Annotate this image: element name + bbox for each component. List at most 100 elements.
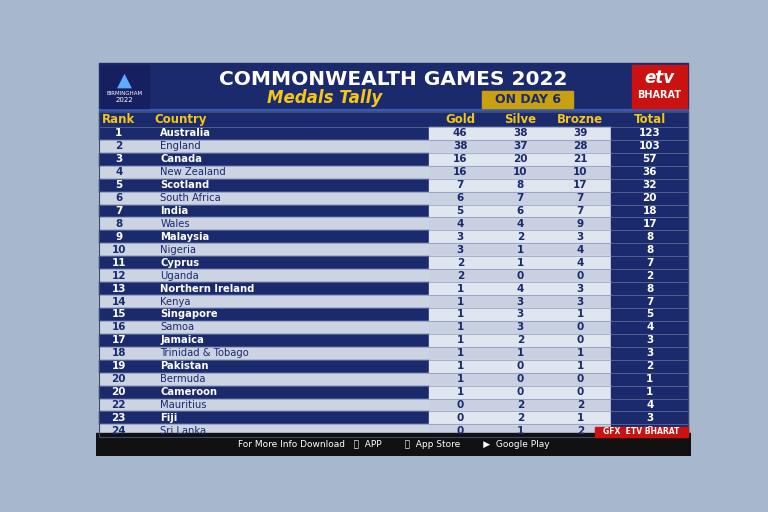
Text: 3: 3 bbox=[646, 348, 654, 358]
Text: Uganda: Uganda bbox=[161, 271, 199, 281]
Bar bbox=[99, 109, 688, 112]
Text: 0: 0 bbox=[577, 387, 584, 397]
Text: 15: 15 bbox=[111, 309, 126, 319]
Bar bbox=[99, 127, 429, 140]
Bar bbox=[429, 282, 611, 295]
Bar bbox=[99, 204, 429, 218]
Text: 3: 3 bbox=[457, 232, 464, 242]
Text: 10: 10 bbox=[573, 167, 588, 177]
Text: 4: 4 bbox=[517, 219, 524, 229]
Text: 24: 24 bbox=[111, 426, 126, 436]
Bar bbox=[429, 230, 611, 243]
Text: 19: 19 bbox=[111, 361, 126, 371]
Bar bbox=[429, 127, 611, 140]
Bar bbox=[429, 191, 611, 204]
Text: 16: 16 bbox=[111, 323, 126, 332]
Text: Gold: Gold bbox=[445, 113, 475, 126]
Bar bbox=[429, 308, 611, 321]
Text: etv: etv bbox=[644, 70, 674, 88]
Text: Scotland: Scotland bbox=[161, 180, 210, 190]
Bar bbox=[99, 412, 429, 424]
Text: 0: 0 bbox=[457, 413, 464, 423]
Bar bbox=[99, 347, 429, 360]
Text: 3: 3 bbox=[577, 296, 584, 307]
Bar bbox=[611, 398, 688, 412]
Bar bbox=[611, 204, 688, 218]
Text: 2022: 2022 bbox=[116, 97, 134, 103]
Text: 16: 16 bbox=[453, 167, 468, 177]
Text: 7: 7 bbox=[577, 193, 584, 203]
Bar bbox=[99, 63, 688, 109]
Text: GFX  ETV BHARAT: GFX ETV BHARAT bbox=[604, 428, 680, 436]
Bar bbox=[429, 256, 611, 269]
Text: Medals Tally: Medals Tally bbox=[267, 90, 382, 108]
Bar bbox=[611, 166, 688, 179]
Text: 13: 13 bbox=[111, 284, 126, 293]
Text: Country: Country bbox=[154, 113, 207, 126]
Text: 3: 3 bbox=[577, 284, 584, 293]
Text: 21: 21 bbox=[573, 154, 588, 164]
Text: 0: 0 bbox=[517, 374, 524, 384]
Text: 2: 2 bbox=[577, 400, 584, 410]
Text: 4: 4 bbox=[517, 284, 524, 293]
Bar bbox=[611, 269, 688, 282]
Text: 7: 7 bbox=[646, 296, 654, 307]
Text: 3: 3 bbox=[517, 323, 524, 332]
Text: 8: 8 bbox=[115, 219, 122, 229]
Text: 0: 0 bbox=[577, 335, 584, 345]
Text: 23: 23 bbox=[111, 413, 126, 423]
Bar bbox=[611, 295, 688, 308]
Text: 1: 1 bbox=[457, 309, 464, 319]
Bar bbox=[99, 360, 429, 373]
Text: Jamaica: Jamaica bbox=[161, 335, 204, 345]
Text: Wales: Wales bbox=[161, 219, 190, 229]
Text: 20: 20 bbox=[513, 154, 528, 164]
Text: 57: 57 bbox=[642, 154, 657, 164]
Text: 14: 14 bbox=[111, 296, 126, 307]
Bar bbox=[611, 373, 688, 386]
Text: 3: 3 bbox=[115, 154, 122, 164]
Text: Cameroon: Cameroon bbox=[161, 387, 217, 397]
Bar bbox=[611, 140, 688, 153]
Bar bbox=[611, 386, 688, 398]
Bar bbox=[611, 282, 688, 295]
Text: 1: 1 bbox=[577, 309, 584, 319]
Bar bbox=[429, 295, 611, 308]
Text: 18: 18 bbox=[111, 348, 126, 358]
Bar bbox=[99, 243, 429, 256]
Text: 2: 2 bbox=[115, 141, 122, 151]
Text: 1: 1 bbox=[457, 348, 464, 358]
Text: 2: 2 bbox=[517, 413, 524, 423]
Text: 4: 4 bbox=[115, 167, 123, 177]
Text: 17: 17 bbox=[642, 219, 657, 229]
Text: Malaysia: Malaysia bbox=[161, 232, 210, 242]
Text: BIRMINGHAM: BIRMINGHAM bbox=[107, 91, 143, 96]
Bar bbox=[611, 334, 688, 347]
Text: 3: 3 bbox=[457, 245, 464, 255]
Bar bbox=[99, 256, 429, 269]
Text: 9: 9 bbox=[115, 232, 122, 242]
Bar bbox=[611, 218, 688, 230]
Text: 17: 17 bbox=[111, 335, 126, 345]
Text: 2: 2 bbox=[457, 258, 464, 268]
Text: ON DAY 6: ON DAY 6 bbox=[495, 93, 561, 105]
Bar bbox=[611, 243, 688, 256]
Text: 20: 20 bbox=[643, 193, 657, 203]
Text: 3: 3 bbox=[646, 426, 654, 436]
Text: Australia: Australia bbox=[161, 129, 211, 138]
Text: 2: 2 bbox=[646, 271, 654, 281]
Text: 0: 0 bbox=[517, 361, 524, 371]
Text: 3: 3 bbox=[517, 296, 524, 307]
Text: 5: 5 bbox=[457, 206, 464, 216]
Text: 10: 10 bbox=[513, 167, 528, 177]
Bar bbox=[429, 269, 611, 282]
Text: 37: 37 bbox=[513, 141, 528, 151]
Bar bbox=[429, 153, 611, 166]
Text: 4: 4 bbox=[646, 323, 654, 332]
Text: Trinidad & Tobago: Trinidad & Tobago bbox=[161, 348, 249, 358]
Text: 39: 39 bbox=[573, 129, 588, 138]
Text: 1: 1 bbox=[457, 296, 464, 307]
Text: 1: 1 bbox=[517, 258, 524, 268]
Text: 6: 6 bbox=[115, 193, 122, 203]
Text: 38: 38 bbox=[453, 141, 468, 151]
